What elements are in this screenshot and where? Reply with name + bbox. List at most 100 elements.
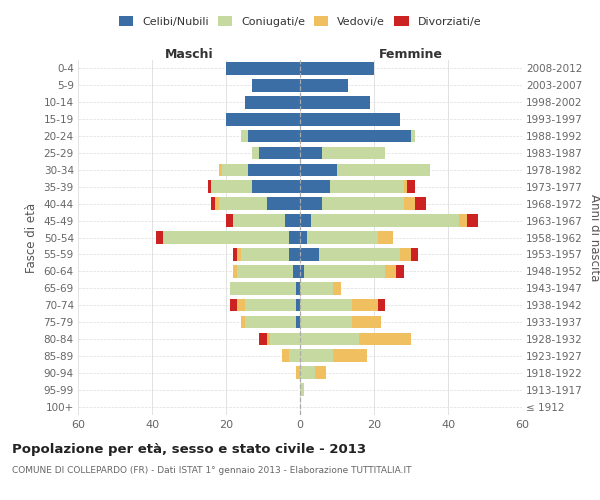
Bar <box>226 214 233 227</box>
Bar <box>334 282 341 294</box>
Bar <box>300 282 334 294</box>
Bar <box>289 248 300 260</box>
Bar <box>385 265 396 278</box>
Bar <box>237 299 245 312</box>
Bar <box>237 248 241 260</box>
Bar <box>300 231 307 244</box>
Text: Popolazione per età, sesso e stato civile - 2013: Popolazione per età, sesso e stato civil… <box>12 442 366 456</box>
Bar <box>223 164 248 176</box>
Bar <box>293 265 300 278</box>
Bar <box>300 316 352 328</box>
Bar <box>400 248 411 260</box>
Text: Maschi: Maschi <box>164 48 214 61</box>
Y-axis label: Anni di nascita: Anni di nascita <box>589 194 600 281</box>
Bar <box>230 299 237 312</box>
Bar <box>252 180 300 193</box>
Bar <box>329 180 404 193</box>
Bar <box>296 299 300 312</box>
Bar <box>300 350 334 362</box>
Bar <box>411 248 418 260</box>
Bar <box>359 332 411 345</box>
Bar <box>300 366 315 379</box>
Bar <box>322 146 385 160</box>
Bar <box>218 198 267 210</box>
Bar <box>296 316 300 328</box>
Bar <box>300 299 352 312</box>
Bar <box>296 282 300 294</box>
Bar <box>304 265 385 278</box>
Bar <box>459 214 467 227</box>
Bar <box>300 332 359 345</box>
Bar <box>300 164 337 176</box>
Bar <box>285 214 300 227</box>
Bar <box>300 198 322 210</box>
Bar <box>259 332 267 345</box>
Bar <box>311 214 459 227</box>
Bar <box>300 146 322 160</box>
Bar <box>237 265 293 278</box>
Bar <box>300 180 329 193</box>
Bar <box>218 164 223 176</box>
Bar <box>215 198 218 210</box>
Bar <box>248 164 300 176</box>
Bar <box>352 299 378 312</box>
Bar <box>300 113 400 126</box>
Bar <box>396 265 404 278</box>
Bar <box>241 130 248 142</box>
Bar <box>300 248 319 260</box>
Bar <box>300 96 370 108</box>
Bar <box>211 198 215 210</box>
Bar <box>334 350 367 362</box>
Bar <box>404 180 407 193</box>
Bar <box>337 164 430 176</box>
Bar <box>300 62 374 75</box>
Text: Femmine: Femmine <box>379 48 443 61</box>
Text: COMUNE DI COLLEPARDO (FR) - Dati ISTAT 1° gennaio 2013 - Elaborazione TUTTITALIA: COMUNE DI COLLEPARDO (FR) - Dati ISTAT 1… <box>12 466 412 475</box>
Bar <box>233 265 237 278</box>
Bar <box>245 316 296 328</box>
Bar <box>252 146 259 160</box>
Bar <box>300 265 304 278</box>
Bar <box>226 113 300 126</box>
Bar <box>281 350 289 362</box>
Bar <box>300 214 311 227</box>
Bar <box>271 332 300 345</box>
Bar <box>163 231 289 244</box>
Bar <box>289 350 300 362</box>
Bar <box>289 231 300 244</box>
Bar <box>259 146 300 160</box>
Bar <box>307 231 378 244</box>
Bar <box>404 198 415 210</box>
Bar <box>241 248 289 260</box>
Bar <box>415 198 426 210</box>
Bar <box>248 130 300 142</box>
Bar <box>467 214 478 227</box>
Bar <box>252 79 300 92</box>
Bar <box>352 316 382 328</box>
Legend: Celibi/Nubili, Coniugati/e, Vedovi/e, Divorziati/e: Celibi/Nubili, Coniugati/e, Vedovi/e, Di… <box>115 12 485 32</box>
Bar <box>378 299 385 312</box>
Bar <box>241 316 245 328</box>
Bar <box>319 248 400 260</box>
Bar <box>267 332 271 345</box>
Bar <box>322 198 404 210</box>
Bar <box>156 231 163 244</box>
Bar <box>211 180 252 193</box>
Bar <box>300 130 411 142</box>
Bar <box>233 248 237 260</box>
Bar <box>245 96 300 108</box>
Bar <box>315 366 326 379</box>
Bar <box>208 180 211 193</box>
Bar <box>296 366 300 379</box>
Bar <box>300 79 348 92</box>
Bar <box>378 231 392 244</box>
Bar <box>233 214 285 227</box>
Bar <box>407 180 415 193</box>
Bar <box>267 198 300 210</box>
Y-axis label: Fasce di età: Fasce di età <box>25 202 38 272</box>
Bar <box>226 62 300 75</box>
Bar <box>411 130 415 142</box>
Bar <box>245 299 296 312</box>
Bar <box>230 282 296 294</box>
Bar <box>300 384 304 396</box>
